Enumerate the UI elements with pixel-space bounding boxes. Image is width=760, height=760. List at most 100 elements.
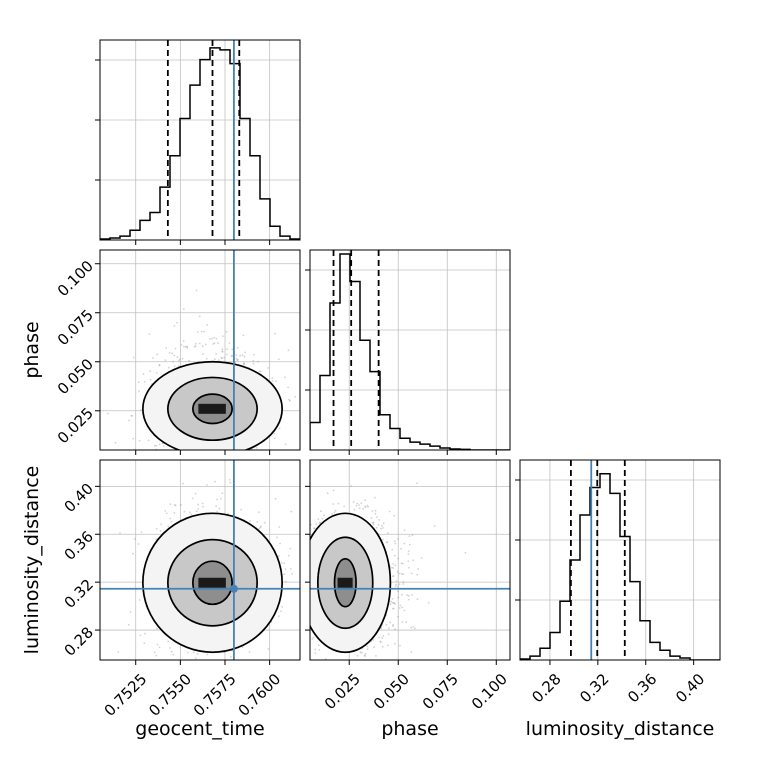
sample-point (407, 553, 410, 555)
y-tick-label: 0.32 (61, 575, 97, 611)
sample-point (307, 505, 309, 507)
sample-point (283, 562, 286, 565)
sample-point (174, 451, 176, 453)
sample-point (307, 634, 309, 636)
sample-point (225, 330, 228, 333)
sample-point (393, 602, 396, 604)
sample-point (307, 574, 309, 576)
sample-point (211, 337, 214, 340)
sample-point (307, 596, 309, 598)
sample-point (217, 456, 219, 458)
sample-point (220, 356, 223, 359)
sample-point (267, 367, 269, 369)
sample-point (257, 360, 260, 363)
sample-point (190, 455, 192, 457)
sample-point (371, 510, 374, 512)
x-tick-label: 0.075 (419, 670, 462, 713)
sample-point (372, 521, 375, 524)
sample-point (138, 599, 141, 601)
sample-point (194, 465, 196, 467)
sample-point (362, 508, 364, 510)
sample-point (281, 621, 283, 623)
sample-point (366, 648, 369, 651)
sample-point (427, 601, 430, 604)
sample-point (350, 485, 352, 487)
sample-point (393, 554, 396, 557)
sample-point (398, 607, 401, 609)
sample-point (215, 457, 217, 459)
sample-point (368, 673, 370, 675)
sample-point (294, 568, 296, 570)
sample-point (393, 540, 396, 542)
sample-point (307, 595, 309, 597)
panel-geocent_time-geocent_time (95, 39, 301, 245)
sample-point (301, 603, 303, 605)
sample-point (293, 574, 295, 576)
sample-point (323, 514, 325, 517)
sample-point (293, 607, 295, 609)
sample-point (237, 476, 239, 478)
sample-point (188, 454, 190, 456)
sample-point (169, 517, 172, 520)
sample-point (297, 604, 299, 606)
sample-point (219, 497, 222, 500)
sample-point (292, 561, 294, 563)
density-core (198, 403, 226, 414)
sample-point (400, 547, 402, 550)
x-tick-label: 0.7575 (190, 670, 240, 720)
sample-point (305, 621, 307, 623)
sample-point (291, 563, 293, 565)
y-tick-label: 0.025 (54, 404, 97, 447)
sample-point (305, 588, 307, 590)
sample-point (304, 622, 306, 624)
sample-point (197, 508, 200, 510)
sample-point (302, 617, 304, 619)
sample-point (165, 464, 167, 466)
sample-point (188, 359, 191, 362)
sample-point (278, 526, 281, 528)
sample-point (284, 376, 286, 379)
sample-point (252, 360, 255, 362)
sample-point (198, 342, 201, 345)
sample-point (402, 573, 405, 575)
y-tick-label: 0.28 (61, 623, 97, 659)
sample-point (174, 347, 177, 350)
panel-frame (519, 459, 721, 661)
sample-point (201, 468, 203, 470)
sample-point (411, 594, 414, 596)
sample-point (181, 463, 183, 465)
sample-point (391, 597, 394, 600)
sample-point (248, 651, 251, 653)
sample-point (195, 464, 197, 466)
sample-point (284, 443, 287, 446)
sample-point (363, 655, 366, 657)
x-tick-label: 0.050 (370, 670, 413, 713)
sample-point (188, 474, 190, 476)
sample-point (274, 497, 277, 500)
contour-line (142, 512, 283, 654)
sample-point (285, 628, 287, 630)
sample-point (364, 506, 367, 509)
sample-point (184, 345, 187, 348)
sample-point (402, 583, 405, 585)
sample-point (217, 342, 219, 345)
sample-point (174, 504, 177, 507)
sample-point (177, 453, 179, 455)
sample-point (303, 593, 305, 595)
sample-point (168, 366, 170, 369)
sample-point (243, 456, 245, 458)
sample-point (397, 615, 399, 618)
sample-point (210, 457, 212, 459)
sample-point (182, 308, 185, 310)
y-tick-label: 0.100 (54, 257, 97, 300)
sample-point (164, 454, 166, 456)
sample-point (234, 671, 236, 673)
sample-point (254, 451, 256, 453)
sample-point (220, 455, 222, 457)
sample-point (291, 572, 293, 575)
sample-point (194, 481, 196, 483)
sample-point (282, 494, 284, 496)
panel-phase-phase (305, 249, 511, 455)
